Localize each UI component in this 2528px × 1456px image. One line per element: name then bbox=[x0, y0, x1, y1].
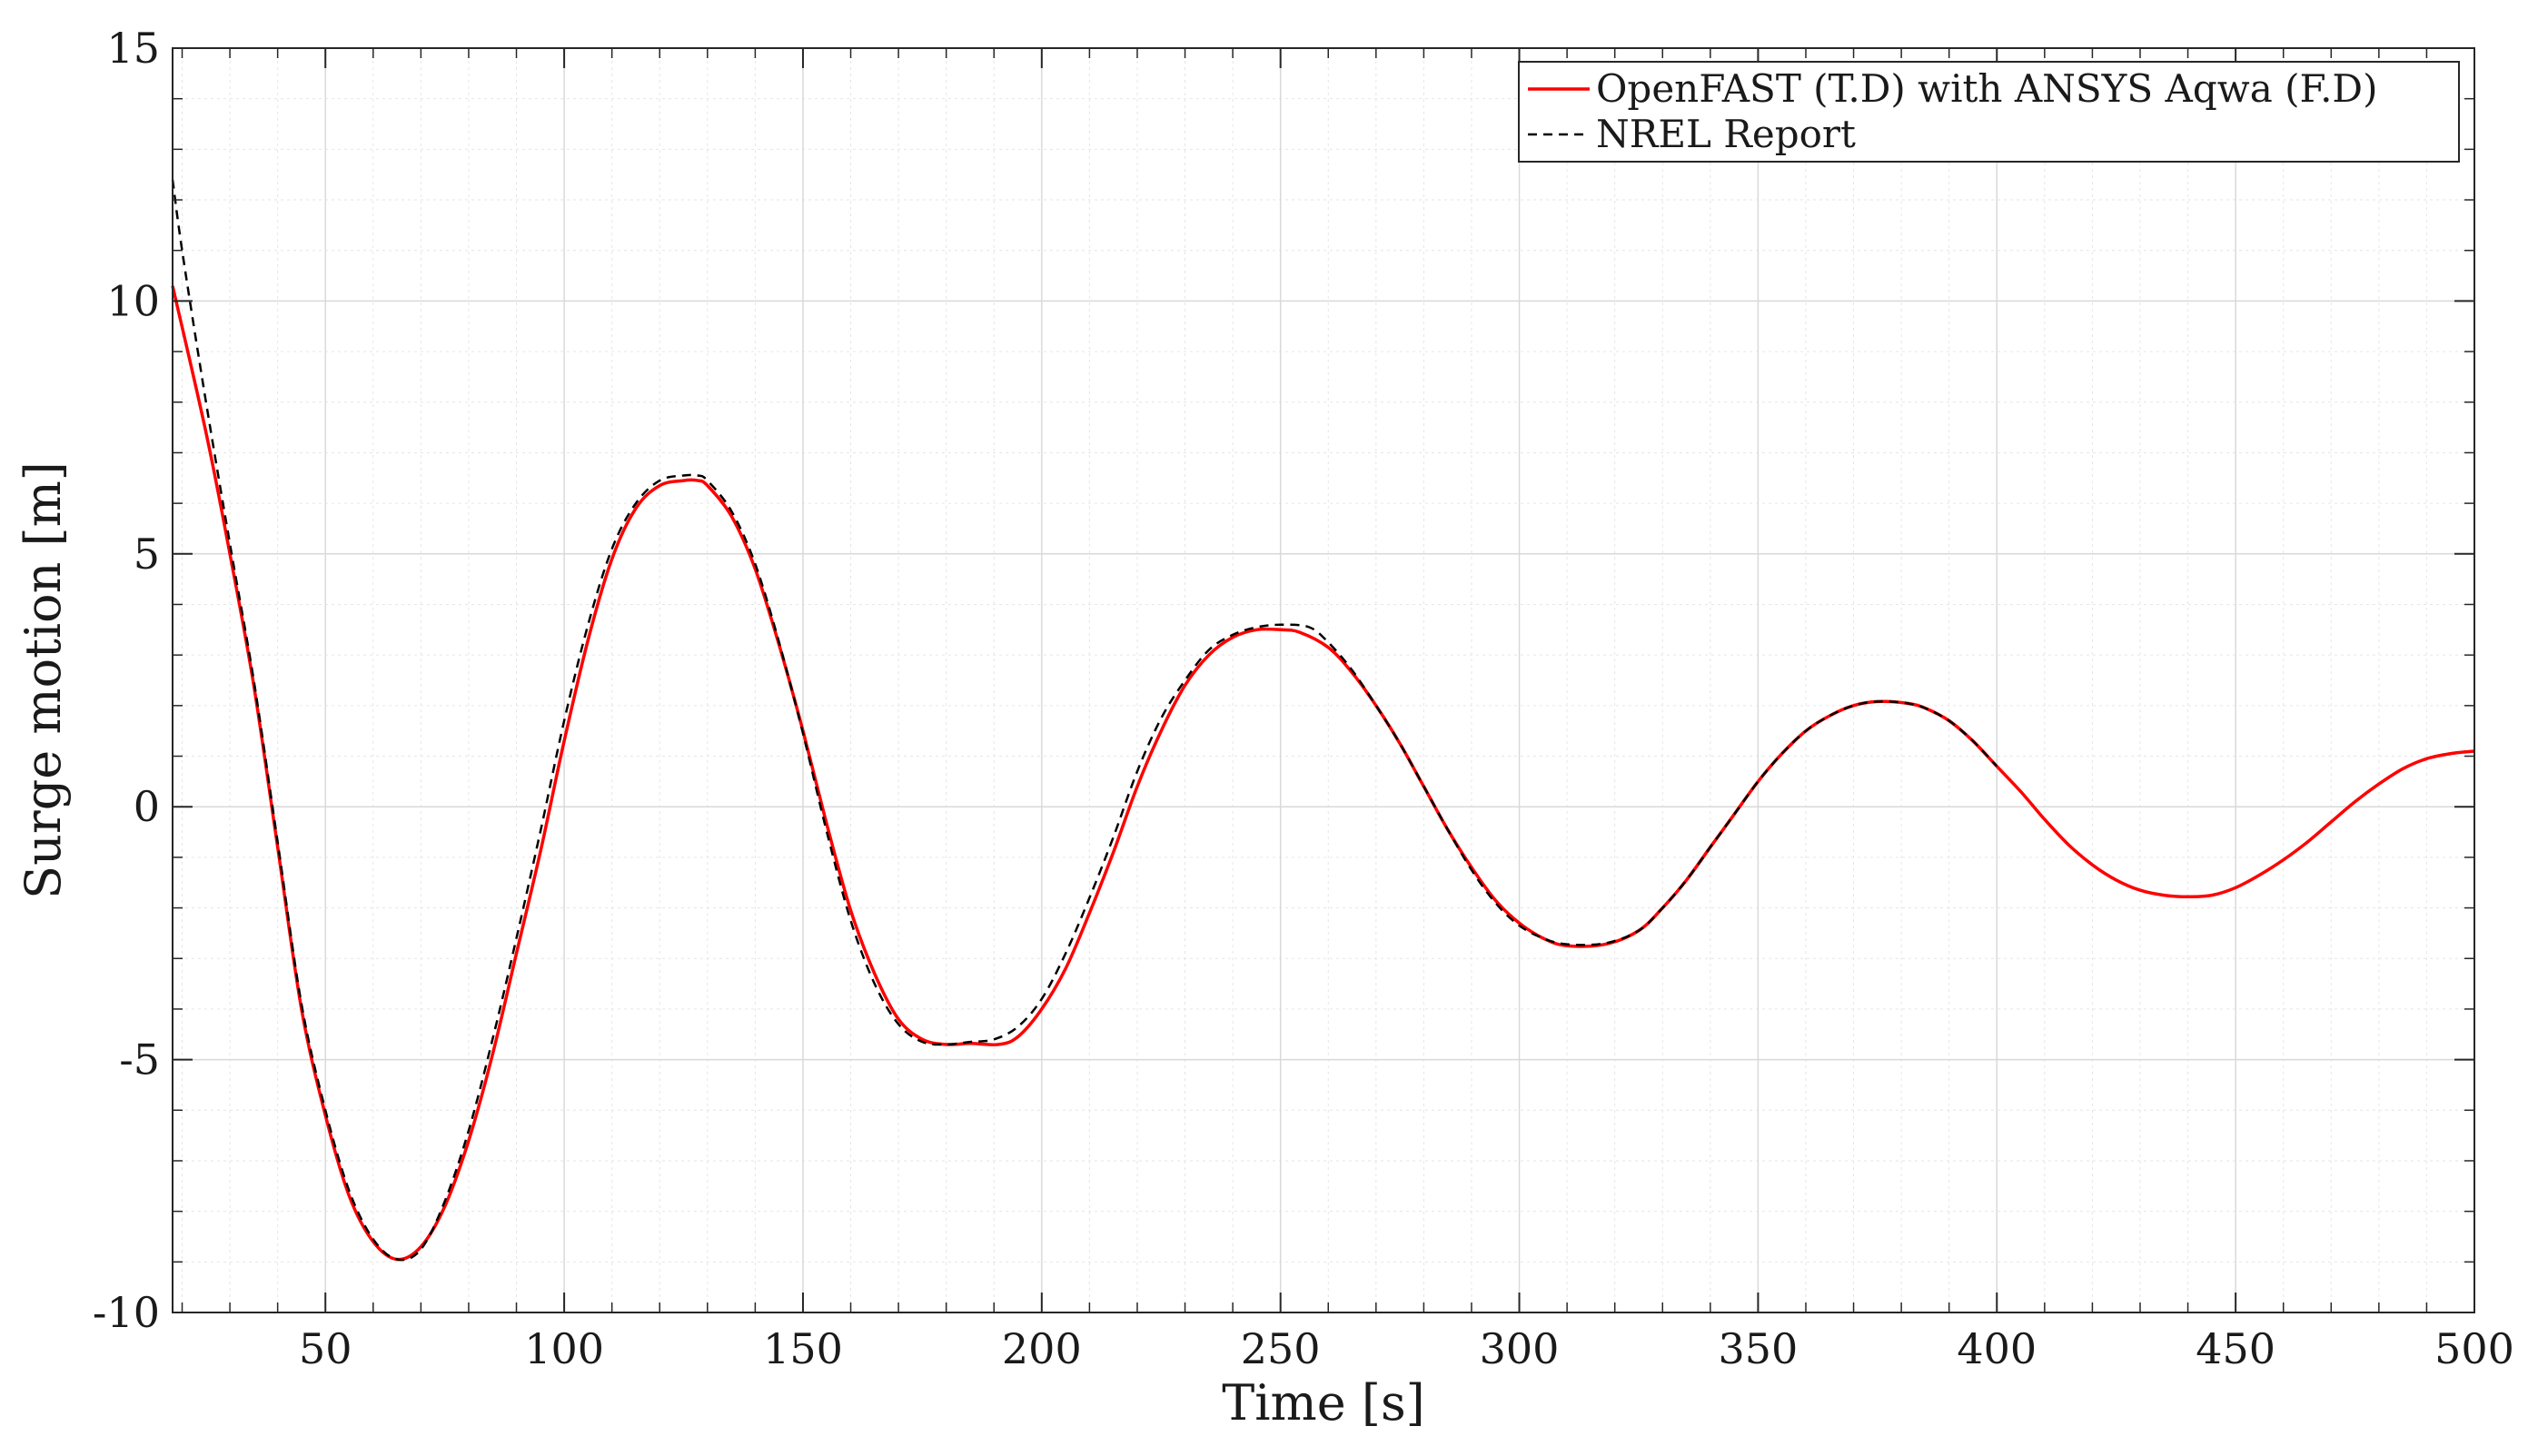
x-tick-label: 100 bbox=[524, 1324, 604, 1373]
x-axis-label: Time [s] bbox=[1222, 1374, 1424, 1431]
y-tick-label: -10 bbox=[93, 1288, 160, 1337]
legend: OpenFAST (T.D) with ANSYS Aqwa (F.D) NRE… bbox=[1518, 61, 2460, 163]
series-layer bbox=[171, 179, 2475, 1262]
x-tick-label: 350 bbox=[1719, 1324, 1799, 1373]
x-tick-labels: 50 100 150 200 250 300 350 400 450 500 bbox=[299, 1324, 2514, 1373]
legend-box bbox=[1518, 61, 2460, 163]
legend-label-openfast: OpenFAST (T.D) with ANSYS Aqwa (F.D) bbox=[1596, 66, 2378, 111]
y-tick-label: 0 bbox=[134, 782, 160, 831]
y-tick-label: 15 bbox=[106, 24, 160, 73]
series-line-openfast bbox=[171, 285, 2475, 1262]
x-tick-label: 200 bbox=[1002, 1324, 1082, 1373]
x-tick-label: 450 bbox=[2196, 1324, 2275, 1373]
y-axis-label: Surge motion [m] bbox=[15, 461, 72, 899]
axis-ticks bbox=[173, 47, 2475, 1313]
x-tick-label: 150 bbox=[763, 1324, 843, 1373]
x-tick-label: 50 bbox=[299, 1324, 352, 1373]
x-tick-label: 250 bbox=[1241, 1324, 1321, 1373]
y-tick-label: 5 bbox=[134, 530, 160, 579]
x-tick-label: 500 bbox=[2434, 1324, 2514, 1373]
y-tick-labels: -10 -5 0 5 10 15 bbox=[93, 24, 160, 1337]
legend-label-nrel: NREL Report bbox=[1596, 112, 1856, 156]
y-tick-label: 10 bbox=[106, 276, 160, 325]
minor-grid bbox=[173, 48, 2474, 1312]
plot-area bbox=[173, 48, 2474, 1312]
plot-frame bbox=[172, 47, 2475, 1313]
x-tick-label: 300 bbox=[1480, 1324, 1560, 1373]
y-tick-label: -5 bbox=[119, 1035, 160, 1085]
series-line-nrel bbox=[171, 179, 1998, 1262]
x-tick-label: 400 bbox=[1957, 1324, 2037, 1373]
